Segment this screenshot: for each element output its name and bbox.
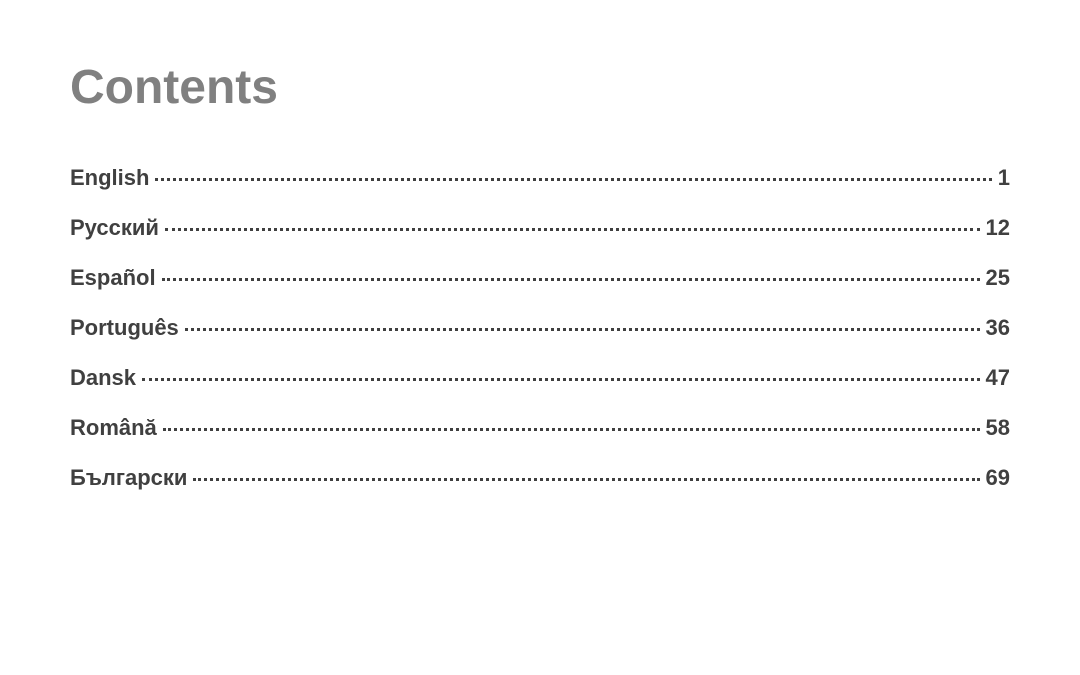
toc-entry: Română 58 <box>70 415 1010 441</box>
toc-page: 25 <box>986 265 1010 291</box>
toc-page: 12 <box>986 215 1010 241</box>
toc-page: 58 <box>986 415 1010 441</box>
toc-leader <box>162 278 980 281</box>
toc-label: Español <box>70 265 156 291</box>
toc-leader <box>165 228 980 231</box>
toc-page: 69 <box>986 465 1010 491</box>
toc-entry: Русский 12 <box>70 215 1010 241</box>
toc-list: English 1 Русский 12 Español 25 Portuguê… <box>70 165 1010 491</box>
toc-entry: Български 69 <box>70 465 1010 491</box>
toc-label: Русский <box>70 215 159 241</box>
toc-label: Română <box>70 415 157 441</box>
toc-leader <box>155 178 991 181</box>
toc-entry: Português 36 <box>70 315 1010 341</box>
toc-leader <box>163 428 980 431</box>
toc-label: Български <box>70 465 187 491</box>
toc-leader <box>142 378 979 381</box>
toc-label: Português <box>70 315 179 341</box>
toc-leader <box>185 328 980 331</box>
page-title: Contents <box>70 60 1010 115</box>
toc-label: English <box>70 165 149 191</box>
toc-label: Dansk <box>70 365 136 391</box>
toc-page: 36 <box>986 315 1010 341</box>
toc-entry: English 1 <box>70 165 1010 191</box>
toc-leader <box>193 478 979 481</box>
toc-page: 47 <box>986 365 1010 391</box>
toc-entry: Dansk 47 <box>70 365 1010 391</box>
toc-entry: Español 25 <box>70 265 1010 291</box>
toc-page: 1 <box>998 165 1010 191</box>
